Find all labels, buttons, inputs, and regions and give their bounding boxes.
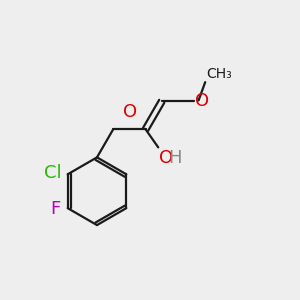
Text: CH₃: CH₃ <box>207 67 232 81</box>
Text: O: O <box>123 103 137 121</box>
Text: O: O <box>159 149 173 167</box>
Text: F: F <box>50 200 60 218</box>
Text: Cl: Cl <box>44 164 61 181</box>
Text: O: O <box>195 92 209 110</box>
Text: H: H <box>169 149 182 167</box>
